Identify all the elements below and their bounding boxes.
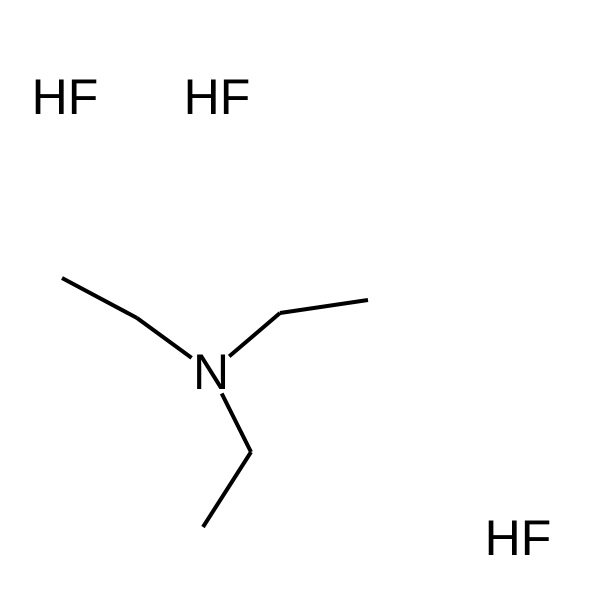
fragment-HF2: HF xyxy=(184,69,251,125)
fragment-HF1: HF xyxy=(32,69,99,125)
fragment-HF3: HF xyxy=(485,510,552,566)
atom-label-N: N xyxy=(193,344,229,400)
molecule-canvas: N HF HF HF xyxy=(0,0,600,600)
